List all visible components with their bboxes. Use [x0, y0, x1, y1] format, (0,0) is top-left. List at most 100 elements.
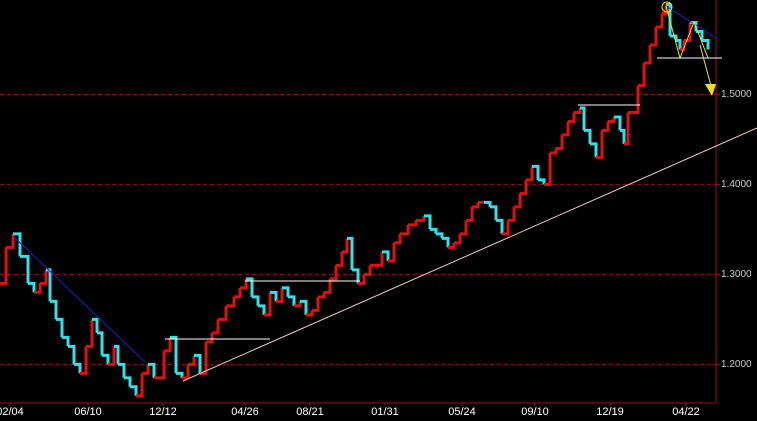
step-segment	[666, 2, 672, 36]
step-segment	[288, 295, 296, 306]
step-segment	[218, 305, 228, 321]
step-segment	[97, 331, 104, 356]
step-segment	[454, 233, 462, 245]
step-segment	[502, 220, 510, 236]
step-segment	[650, 26, 658, 47]
step-segment	[234, 287, 242, 299]
trend-line	[12, 235, 146, 363]
step-segment	[158, 350, 166, 380]
step-segment	[86, 319, 94, 348]
step-segment	[318, 292, 326, 299]
step-segment	[550, 148, 558, 155]
step-segment	[118, 362, 126, 378]
step-segment	[466, 206, 474, 222]
step-segment	[424, 214, 432, 230]
step-segment	[460, 220, 468, 236]
step-segment	[556, 134, 564, 150]
step-segment	[634, 85, 640, 114]
step-segment	[656, 13, 664, 29]
arrow	[699, 44, 712, 87]
x-tick-label: 05/24	[448, 406, 476, 418]
step-segment	[92, 317, 99, 333]
step-segment	[508, 206, 516, 222]
step-segment	[590, 142, 598, 158]
step-segment	[20, 254, 30, 284]
y-tick-label: 1.3000	[721, 269, 752, 280]
step-segment	[408, 220, 418, 227]
step-segment	[170, 335, 178, 374]
step-segment	[442, 236, 450, 248]
step-segment	[358, 274, 366, 285]
arrow-head	[705, 84, 716, 96]
step-segment	[252, 295, 260, 306]
step-segment	[532, 164, 540, 180]
step-segment	[6, 233, 15, 249]
step-segment	[568, 112, 576, 123]
step-segment	[394, 233, 402, 245]
step-segment	[62, 335, 70, 347]
step-segment	[496, 218, 504, 234]
x-tick-label: 08/21	[296, 406, 324, 418]
step-segment	[40, 269, 48, 285]
x-tick-label: 12/19	[596, 406, 624, 418]
step-segment	[188, 355, 196, 366]
y-tick-label: 1.4000	[721, 179, 752, 190]
step-segment	[28, 281, 36, 293]
step-segment	[164, 337, 172, 353]
step-segment	[574, 107, 582, 114]
step-segment	[226, 296, 236, 308]
step-segment	[388, 242, 396, 263]
step-segment	[430, 227, 438, 234]
step-segment	[472, 202, 480, 209]
step-segment	[330, 265, 338, 281]
step-segment	[74, 362, 82, 374]
step-segment	[562, 121, 570, 137]
marker-circle	[661, 1, 673, 13]
step-segment	[702, 38, 710, 50]
step-segment	[114, 344, 120, 365]
drawings	[12, 1, 757, 382]
step-segment	[352, 268, 360, 284]
step-segment	[102, 353, 110, 365]
step-segment	[206, 332, 214, 344]
x-tick-label: 12/12	[149, 406, 177, 418]
x-tick-label: 04/22	[672, 406, 700, 418]
step-segment	[80, 346, 88, 375]
step-segment	[538, 178, 546, 185]
plot	[0, 2, 716, 398]
step-segment	[584, 128, 592, 144]
step-segment	[324, 278, 332, 294]
pattern-line	[665, 5, 709, 60]
step-segment	[148, 362, 156, 378]
step-segment	[638, 62, 646, 87]
step-segment	[580, 106, 586, 131]
step-segment	[176, 371, 184, 378]
step-segment	[68, 344, 76, 365]
step-segment	[212, 319, 220, 335]
x-tick-label: 06/10	[74, 406, 102, 418]
step-segment	[312, 296, 320, 312]
x-tick-label: 01/31	[371, 406, 399, 418]
step-segment	[130, 385, 138, 396]
x-tick-label: 04/26	[231, 406, 259, 418]
step-segment	[258, 304, 266, 315]
step-segment	[342, 238, 349, 254]
step-segment	[264, 292, 272, 317]
step-segment	[34, 283, 42, 294]
step-segment	[684, 22, 692, 42]
step-segment	[13, 232, 22, 257]
y-tick-label: 1.5000	[721, 89, 752, 100]
step-segment	[142, 364, 150, 375]
step-segment	[526, 166, 534, 182]
y-tick-label: 1.2000	[721, 359, 752, 370]
step-segment	[514, 193, 522, 209]
step-segment	[680, 40, 686, 51]
step-segment	[300, 299, 308, 315]
step-segment	[108, 346, 116, 366]
step-segment	[596, 130, 604, 159]
step-segment	[382, 250, 390, 261]
step-segment	[620, 128, 626, 144]
x-tick-label: 02/04	[0, 406, 24, 418]
